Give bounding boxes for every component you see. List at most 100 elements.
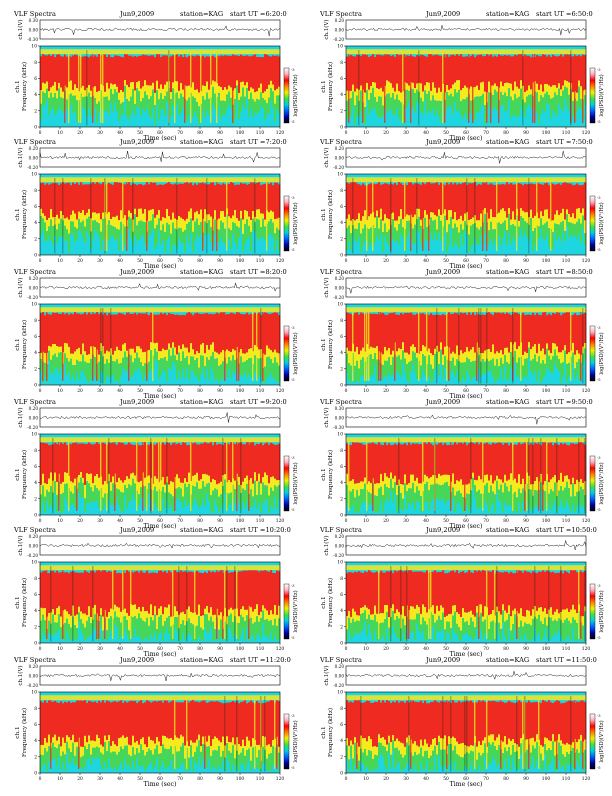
spectrogram-cell: [544, 481, 546, 491]
spectrogram-cell: [430, 313, 432, 353]
spectrogram-cell: [150, 55, 152, 85]
spectrogram-cell: [84, 627, 86, 640]
spectrogram-cell: [86, 473, 88, 481]
spectrogram-cell: [170, 234, 172, 253]
spectrogram-cell: [390, 355, 392, 366]
spectrogram-cell: [220, 444, 222, 482]
spectrogram-cell: [188, 565, 190, 570]
spectrogram-cell: [388, 443, 390, 478]
spectrogram-cell: [44, 315, 46, 353]
spectrogram-cell: [142, 314, 144, 353]
spectrogram-cell: [356, 183, 358, 219]
spectrogram-cell: [146, 49, 148, 54]
spectrogram-cell: [514, 437, 516, 442]
spectrogram-cell: [196, 55, 198, 89]
spectrogram-cell: [562, 307, 564, 312]
spectrogram-cell: [172, 482, 174, 496]
spectrogram-cell: [44, 363, 46, 376]
spectrogram-cell: [522, 444, 524, 479]
spectrogram-cell: [50, 360, 52, 373]
spectrogram-cell: [82, 614, 84, 624]
spectrogram-cell: [274, 573, 276, 605]
spectrogram-cell: [196, 358, 198, 376]
spectrogram-cell: [124, 80, 126, 86]
spectrogram-cell: [138, 56, 140, 81]
spectrogram-cell: [346, 183, 348, 219]
panel-date: Jun9,2009: [425, 268, 460, 276]
spectrogram-cell: [402, 499, 404, 511]
spectrogram-cell: [234, 223, 236, 241]
spectrogram-cell: [150, 49, 152, 54]
spectrogram-cell: [162, 177, 164, 182]
spectrogram-cell: [172, 314, 174, 342]
spectrogram-cell: [136, 315, 138, 347]
spectrogram-cell: [462, 444, 464, 485]
spectrogram-cell: [76, 100, 78, 121]
spectrogram-cell: [360, 91, 362, 112]
spectrogram-cell: [84, 56, 86, 90]
spectrogram-cell: [498, 490, 500, 501]
spectrogram-cell: [142, 185, 144, 213]
spectrogram-cell: [518, 177, 520, 182]
x-tick-label: 90: [523, 131, 529, 136]
spectrogram-cell: [268, 314, 270, 348]
spectrogram-cell: [130, 444, 132, 473]
spectrogram-cell: [228, 573, 230, 610]
spectrogram-cell: [408, 313, 410, 354]
spectrogram-cell: [544, 312, 546, 354]
spectrogram-cell: [74, 96, 76, 112]
spectrogram-cell: [346, 348, 348, 354]
spectrogram-cell: [522, 488, 524, 500]
spectrogram-cell: [60, 484, 62, 495]
spectrogram-cell: [42, 565, 44, 570]
spectrogram-cell: [192, 232, 194, 252]
spectrogram-cell: [538, 177, 540, 182]
spectrogram-cell: [490, 209, 492, 222]
spectrogram-cell: [118, 442, 120, 478]
spectrogram-cell: [88, 307, 90, 312]
spectrogram-cell: [458, 481, 460, 490]
spectrogram-burst: [226, 442, 227, 511]
waveform-tick-label: 0.00: [29, 416, 39, 421]
spectrogram-cell: [438, 101, 440, 117]
spectrogram-cell: [46, 443, 48, 484]
spectrogram-cell: [58, 224, 60, 236]
spectrogram-cell: [200, 49, 202, 54]
spectrogram-burst: [212, 182, 213, 251]
spectrogram-cell: [42, 83, 44, 92]
spectrogram-cell: [400, 313, 402, 349]
spectrogram-cell: [156, 443, 158, 478]
spectrogram-cell: [398, 216, 400, 224]
spectrogram-cell: [500, 313, 502, 350]
spectrogram-cell: [230, 482, 232, 492]
spectrogram-cell: [246, 185, 248, 211]
spectrogram-cell: [568, 183, 570, 214]
spectrogram-cell: [60, 49, 62, 54]
spectrogram-cell: [208, 177, 210, 182]
spectrogram-cell: [256, 571, 258, 605]
spectrogram-cell: [196, 185, 198, 211]
spectrogram-cell: [80, 443, 82, 472]
spectrogram-cell: [118, 350, 120, 364]
spectrogram-cell: [450, 88, 452, 93]
spectrogram-cell: [438, 474, 440, 485]
spectrogram-cell: [136, 217, 138, 225]
spectrogram-cell: [386, 80, 388, 94]
spectrogram-cell: [144, 486, 146, 507]
spectrogram-cell: [218, 93, 220, 107]
spectrogram-cell: [202, 443, 204, 474]
spectrogram-cell: [142, 177, 144, 182]
spectrogram-cell: [254, 313, 256, 345]
spectrogram-cell: [110, 89, 112, 103]
spectrogram-cell: [226, 49, 228, 54]
spectrogram-cell: [242, 482, 244, 489]
spectrogram-cell: [244, 210, 246, 224]
spectrogram-cell: [84, 215, 86, 226]
spectrogram-cell: [166, 307, 168, 312]
colorbar: [284, 68, 289, 123]
spectrogram-cell: [80, 354, 82, 361]
spectrogram-cell: [74, 625, 76, 640]
x-tick-label: 90: [523, 259, 529, 264]
spectrogram-cell: [490, 49, 492, 54]
spectrogram-cell: [234, 210, 236, 223]
